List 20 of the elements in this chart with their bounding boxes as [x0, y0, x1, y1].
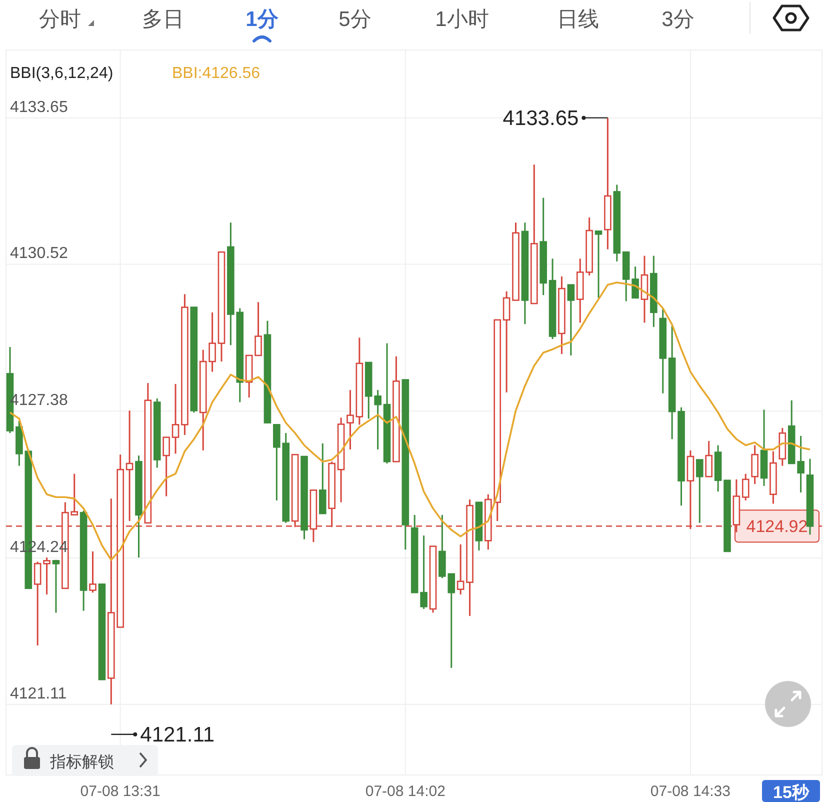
y-tick-label: 4133.65 [10, 98, 68, 116]
text: 1小时 [435, 8, 489, 31]
text: 15秒 [773, 783, 810, 802]
annotation: 指标解锁 [49, 753, 114, 771]
annotation: BBI:4126.56 [172, 65, 260, 82]
text: 3分 [662, 8, 694, 31]
annotation: 4121.11 [140, 723, 215, 746]
text: 日线 [557, 8, 599, 31]
annotation: BBI(3,6,12,24) [10, 65, 114, 82]
x-tick-label: 07-08 14:33 [650, 783, 730, 800]
annotation: 4133.65 [502, 106, 579, 130]
text: 多日 [142, 8, 184, 31]
ref-line-label: 4124.92 [746, 517, 808, 536]
text: 5分 [338, 8, 372, 31]
text: 分时 [39, 8, 81, 31]
x-tick-label: 07-08 13:31 [80, 783, 160, 800]
text: 1分 [246, 8, 280, 31]
y-tick-label: 4130.52 [10, 245, 68, 262]
x-tick-label: 07-08 14:02 [365, 783, 446, 800]
y-tick-label: 4121.11 [10, 685, 67, 702]
